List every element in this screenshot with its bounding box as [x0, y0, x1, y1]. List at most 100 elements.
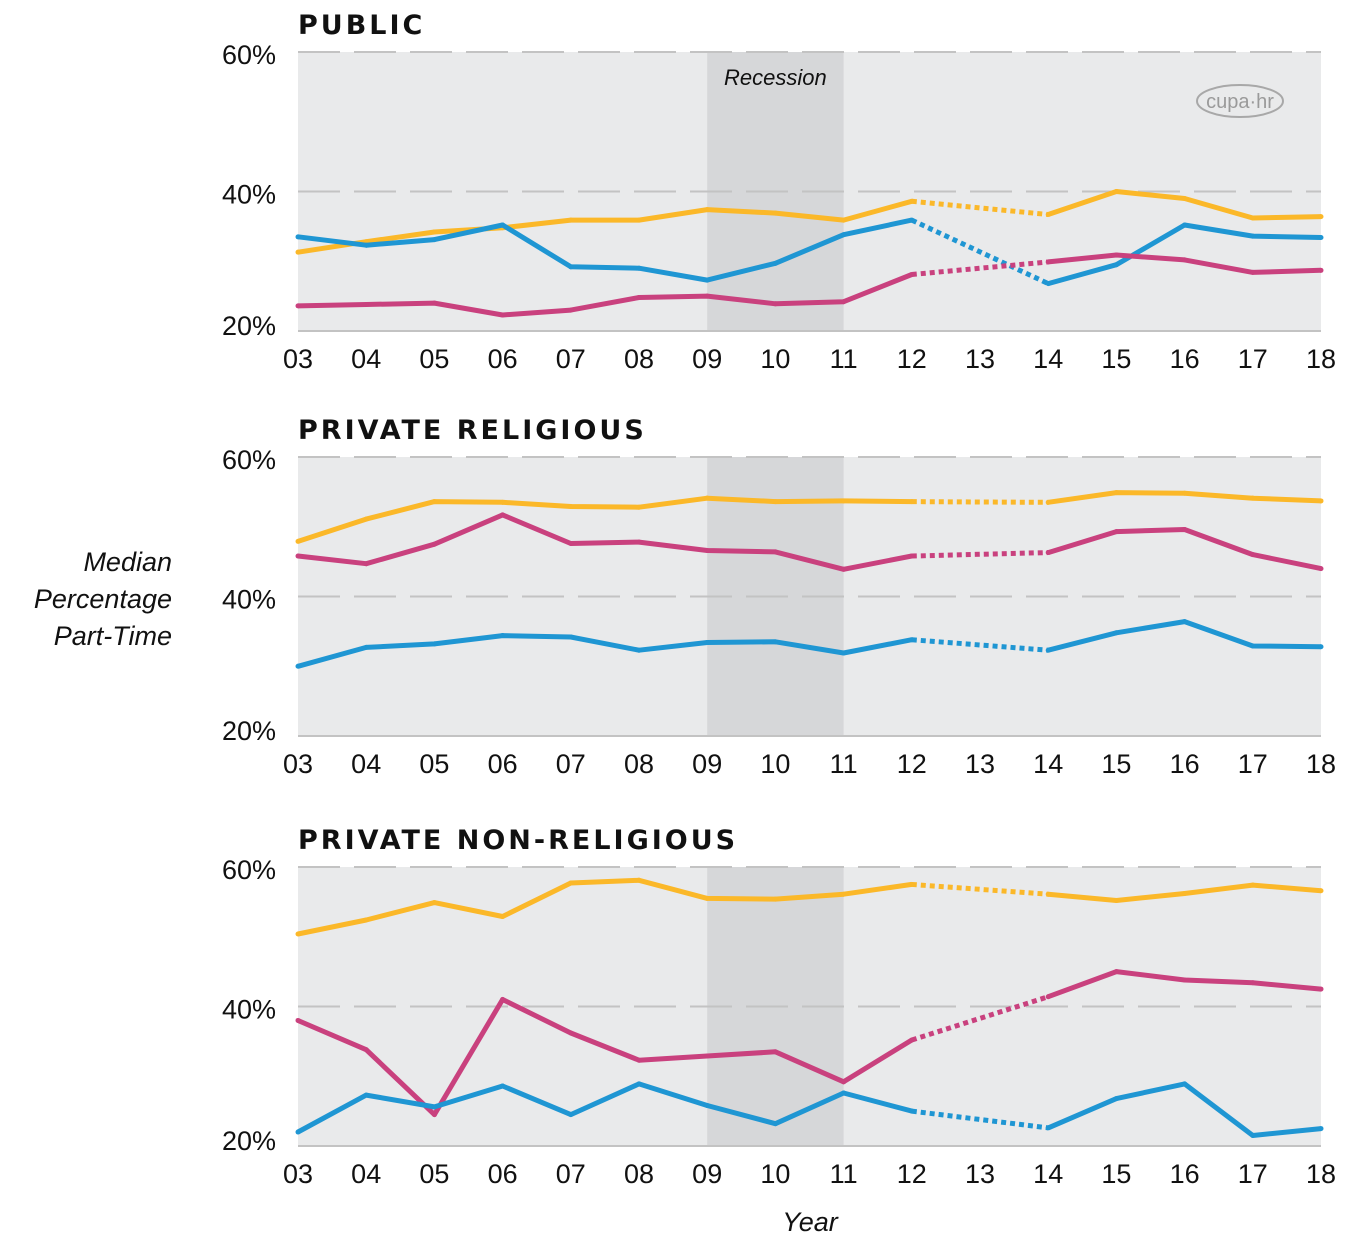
- data-point-blue: [1182, 222, 1188, 228]
- data-point-magenta: [1250, 980, 1256, 986]
- data-point-blue: [772, 1121, 778, 1127]
- x-tick-label: 12: [897, 749, 927, 779]
- x-tick-label: 12: [897, 1159, 927, 1189]
- data-point-magenta: [568, 1030, 574, 1036]
- data-point-magenta: [704, 1053, 710, 1059]
- x-tick-label: 07: [556, 749, 586, 779]
- data-point-orange: [1318, 888, 1324, 894]
- data-point-magenta: [1182, 977, 1188, 983]
- series-dotted-magenta: [911, 259, 1049, 277]
- data-point-orange: [909, 198, 915, 204]
- data-point-magenta: [909, 272, 915, 278]
- data-point-magenta: [500, 997, 506, 1003]
- data-point-orange: [704, 207, 710, 213]
- data-point-blue: [704, 1103, 710, 1109]
- data-point-blue: [295, 234, 301, 240]
- x-tick-label: 11: [830, 344, 858, 374]
- data-point-magenta: [909, 553, 915, 559]
- data-point-orange: [704, 495, 710, 501]
- data-point-magenta: [568, 540, 574, 546]
- data-point-magenta: [841, 299, 847, 305]
- x-axis-title: Year: [782, 1207, 839, 1237]
- data-point-magenta: [431, 1112, 437, 1118]
- data-point-blue: [909, 1108, 915, 1114]
- recession-label: Recession: [724, 65, 827, 90]
- data-point-blue: [704, 277, 710, 283]
- series-dotted-magenta: [911, 550, 1049, 559]
- data-point-blue: [1045, 1125, 1051, 1131]
- data-point-orange: [772, 499, 778, 505]
- data-point-magenta: [1045, 994, 1051, 1000]
- panel-title: PRIVATE NON-RELIGIOUS: [298, 825, 738, 856]
- x-tick-label: 13: [965, 344, 995, 374]
- x-tick-label: 14: [1033, 1159, 1063, 1189]
- data-point-orange: [1318, 214, 1324, 220]
- data-point-blue: [772, 639, 778, 645]
- data-point-magenta: [295, 303, 301, 309]
- x-tick-label: 07: [556, 1159, 586, 1189]
- y-axis-title-line: Part-Time: [54, 621, 172, 651]
- x-tick-label: 16: [1170, 749, 1200, 779]
- x-tick-label: 04: [351, 344, 381, 374]
- data-point-blue: [363, 1092, 369, 1098]
- data-point-orange: [1113, 490, 1119, 496]
- y-tick-label: 20%: [222, 1126, 276, 1156]
- data-point-blue: [909, 637, 915, 643]
- x-tick-label: 04: [351, 1159, 381, 1189]
- data-point-magenta: [704, 293, 710, 299]
- data-point-orange: [1250, 882, 1256, 888]
- data-point-blue: [568, 634, 574, 640]
- data-point-magenta: [704, 547, 710, 553]
- x-tick-label: 12: [897, 344, 927, 374]
- x-tick-label: 13: [965, 749, 995, 779]
- data-point-magenta: [1250, 269, 1256, 275]
- data-point-blue: [1318, 235, 1324, 241]
- data-point-magenta: [1318, 267, 1324, 273]
- data-point-magenta: [1113, 969, 1119, 975]
- x-tick-label: 04: [351, 749, 381, 779]
- series-line-magenta: [297, 272, 913, 318]
- data-point-orange: [568, 880, 574, 886]
- data-point-orange: [636, 217, 642, 223]
- y-axis-title-line: Median: [83, 547, 172, 577]
- data-point-orange: [363, 917, 369, 923]
- data-point-blue: [704, 640, 710, 646]
- data-point-orange: [295, 931, 301, 937]
- y-axis-title: Median Percentage Part-Time: [34, 547, 172, 651]
- data-point-magenta: [1113, 252, 1119, 258]
- x-tick-label: 05: [419, 344, 449, 374]
- y-axis-title-line: Percentage: [34, 584, 172, 614]
- series-dotted-blue: [910, 217, 1050, 286]
- panel-title: PUBLIC: [298, 10, 425, 41]
- data-point-blue: [500, 1083, 506, 1089]
- data-point-orange: [636, 877, 642, 883]
- x-tick-label: 08: [624, 1159, 654, 1189]
- data-point-orange: [568, 504, 574, 510]
- data-point-magenta: [772, 1049, 778, 1055]
- data-point-magenta: [363, 561, 369, 567]
- data-point-orange: [568, 217, 574, 223]
- data-point-magenta: [841, 1079, 847, 1085]
- data-point-magenta: [772, 549, 778, 555]
- data-point-blue: [841, 1090, 847, 1096]
- data-point-orange: [500, 914, 506, 920]
- x-tick-label: 14: [1033, 749, 1063, 779]
- series-dotted-orange: [911, 198, 1049, 218]
- series-dotted-magenta: [911, 994, 1049, 1043]
- data-point-magenta: [1182, 257, 1188, 263]
- data-point-orange: [1045, 891, 1051, 897]
- x-tick-label: 06: [488, 749, 518, 779]
- data-point-magenta: [841, 566, 847, 572]
- x-tick-label: 03: [283, 749, 313, 779]
- x-tick-label: 11: [830, 1159, 858, 1189]
- data-point-orange: [636, 504, 642, 510]
- data-point-magenta: [431, 300, 437, 306]
- data-point-orange: [1318, 498, 1324, 504]
- data-point-orange: [1182, 195, 1188, 201]
- data-point-orange: [1045, 499, 1051, 505]
- data-point-magenta: [1318, 566, 1324, 572]
- data-point-blue: [431, 237, 437, 243]
- data-point-blue: [1182, 1081, 1188, 1087]
- data-point-blue: [772, 260, 778, 266]
- data-point-blue: [1113, 262, 1119, 268]
